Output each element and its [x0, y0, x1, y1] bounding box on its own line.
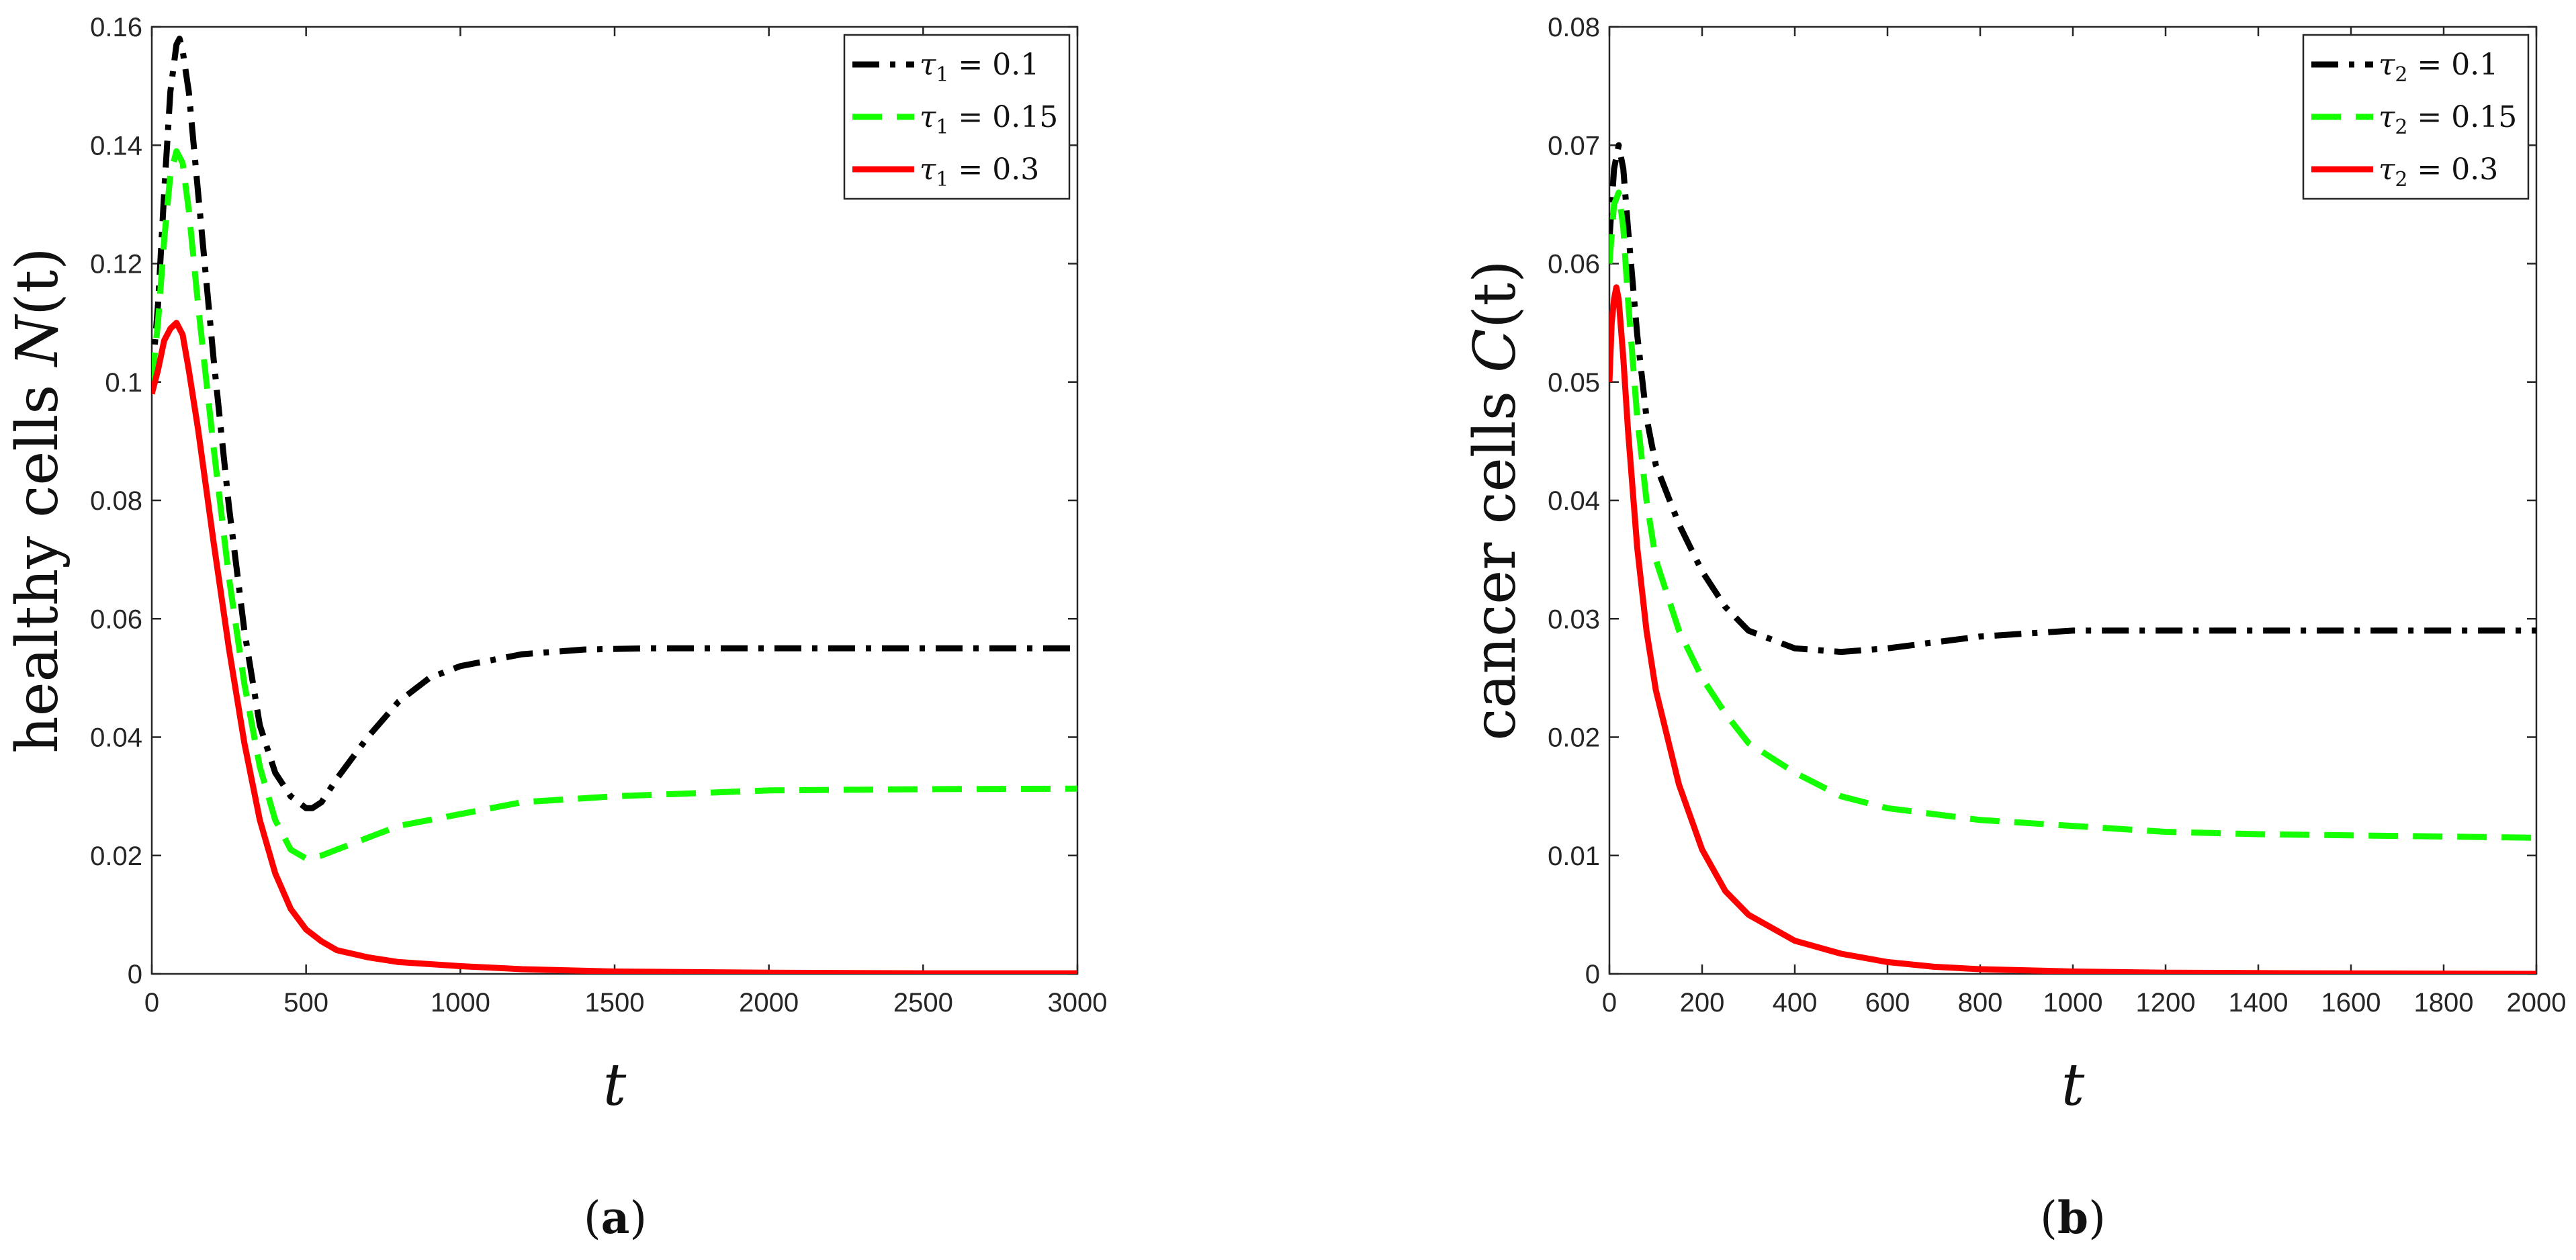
legend-symbol: τ — [920, 152, 936, 187]
legend-symbol: τ — [920, 100, 936, 134]
legend-subscript: 2 — [2395, 63, 2407, 87]
legend-label-1: τ1 = 0.1 — [920, 48, 1039, 87]
series-line-a-1 — [152, 36, 1077, 811]
series-line-b-3 — [1609, 284, 2536, 974]
legend-value: = 0.3 — [948, 152, 1039, 187]
panel-caption-a: (a) — [584, 1191, 647, 1244]
y-tick-label: 0.01 — [1548, 842, 1600, 871]
series-line-b-1 — [1609, 142, 2536, 656]
y-tick-label: 0.08 — [1548, 13, 1600, 42]
panel-caption-b: (b) — [2040, 1191, 2106, 1244]
x-tick-label: 2000 — [2507, 988, 2567, 1018]
legend-label-2: τ1 = 0.15 — [920, 100, 1058, 139]
legend-subscript: 2 — [2395, 168, 2407, 191]
legend-symbol: τ — [920, 48, 936, 82]
y-tick-label: 0.12 — [90, 250, 142, 279]
y-axis-label-arg: (t) — [1462, 260, 1529, 328]
legend-symbol: τ — [2379, 152, 2395, 187]
y-axis-label-prefix: healthy cells — [4, 366, 71, 753]
caption-letter: b — [2057, 1191, 2088, 1244]
legend-value: = 0.15 — [948, 100, 1058, 134]
x-tick-label: 1600 — [2321, 988, 2381, 1018]
y-tick-label: 0 — [128, 960, 142, 989]
x-tick-label: 800 — [1958, 988, 2003, 1018]
legend-symbol: τ — [2379, 100, 2395, 134]
legend-label-3: τ2 = 0.3 — [2379, 152, 2498, 191]
y-axis-label-var: N — [4, 314, 71, 367]
legend-symbol: τ — [2379, 48, 2395, 82]
panel-a: 0 500 1000 1500 2000 2500 3000 0 0.02 0.04 0.06 0.0… — [4, 13, 1107, 1244]
y-tick-label: 0.05 — [1548, 368, 1600, 398]
x-tick-label: 500 — [283, 988, 328, 1018]
x-axis-label: t — [2061, 1052, 2085, 1119]
series-line-b-2 — [1609, 189, 2536, 841]
series-line-a-3 — [152, 320, 1077, 974]
legend-label-2: τ2 = 0.15 — [2379, 100, 2517, 139]
y-tick-label: 0.04 — [1548, 486, 1600, 516]
x-tick-label: 2500 — [893, 988, 953, 1018]
legend-value: = 0.15 — [2407, 100, 2517, 134]
x-tick-label: 3000 — [1048, 988, 1108, 1018]
y-tick-label: 0.14 — [90, 131, 142, 161]
x-tick-label: 1200 — [2136, 988, 2196, 1018]
y-tick-label: 0.16 — [90, 13, 142, 42]
x-tick-label: 1000 — [2043, 988, 2103, 1018]
legend-value: = 0.3 — [2407, 152, 2498, 187]
y-axis-label-var: C — [1462, 328, 1529, 373]
y-tick-label: 0.03 — [1548, 604, 1600, 634]
panel-b: 0 200 400 600 800 1000 1200 1400 1600 1800 2000 0 0.… — [1462, 13, 2566, 1244]
y-tick-label: 0.02 — [1548, 723, 1600, 753]
x-tick-label: 0 — [144, 988, 159, 1018]
y-tick-label: 0.04 — [90, 723, 142, 753]
y-axis-label-prefix: cancer cells — [1462, 373, 1529, 741]
x-tick-label: 2000 — [739, 988, 799, 1018]
series-line-a-2 — [152, 148, 1077, 862]
legend-value: = 0.1 — [2407, 48, 2498, 82]
y-tick-label: 0.02 — [90, 842, 142, 871]
y-tick-label: 0.06 — [1548, 250, 1600, 279]
y-axis-label-arg: (t) — [4, 247, 71, 316]
x-tick-label: 600 — [1865, 988, 1910, 1018]
x-tick-label: 400 — [1773, 988, 1818, 1018]
legend-subscript: 1 — [936, 116, 948, 139]
y-tick-label: 0.08 — [90, 486, 142, 516]
y-tick-label: 0.1 — [105, 368, 142, 398]
y-axis-label: cancer cells C(t) — [1462, 260, 1529, 740]
y-tick-label: 0.07 — [1548, 131, 1600, 161]
x-tick-label: 1000 — [431, 988, 490, 1018]
legend-subscript: 2 — [2395, 116, 2407, 139]
x-tick-label: 1400 — [2229, 988, 2289, 1018]
x-axis-label: t — [603, 1052, 627, 1119]
caption-letter: a — [601, 1191, 630, 1244]
x-tick-label: 200 — [1680, 988, 1725, 1018]
y-axis-label: healthy cells N(t) — [4, 247, 71, 753]
x-tick-label: 0 — [1602, 988, 1617, 1018]
legend-value: = 0.1 — [948, 48, 1039, 82]
legend-label-1: τ2 = 0.1 — [2379, 48, 2498, 87]
legend-label-3: τ1 = 0.3 — [920, 152, 1039, 191]
y-tick-label: 0.06 — [90, 604, 142, 634]
legend-subscript: 1 — [936, 168, 948, 191]
x-tick-label: 1800 — [2414, 988, 2474, 1018]
y-tick-label: 0 — [1585, 960, 1600, 989]
legend-subscript: 1 — [936, 63, 948, 87]
x-tick-label: 1500 — [585, 988, 645, 1018]
